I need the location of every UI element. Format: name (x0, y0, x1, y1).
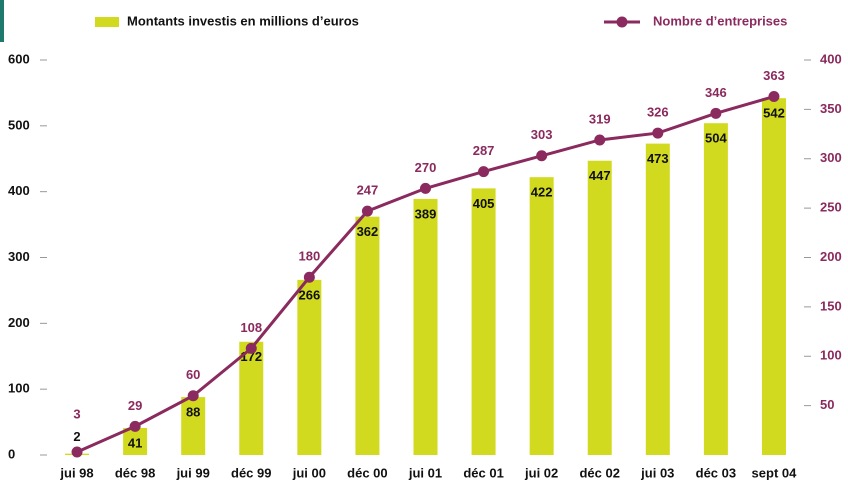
bar-value-label: 542 (763, 106, 785, 121)
y-tick-label: 600 (8, 51, 30, 66)
y2-tick-label: 350 (820, 101, 842, 116)
line-value-label: 3 (73, 406, 80, 421)
x-tick-label: déc 99 (231, 465, 271, 480)
line-value-label: 326 (647, 105, 669, 120)
y2-tick-label: 50 (820, 397, 834, 412)
x-tick-label: sept 04 (752, 465, 798, 480)
y-tick-label: 0 (8, 446, 15, 461)
decor-bar (0, 0, 4, 42)
line-value-label: 346 (705, 85, 727, 100)
line-point (536, 150, 548, 162)
line-value-label: 303 (531, 127, 553, 142)
bar (355, 216, 380, 455)
line-point (710, 107, 722, 119)
x-tick-label: jui 02 (524, 465, 558, 480)
line-point (594, 134, 606, 146)
bar-value-label: 405 (473, 196, 495, 211)
bar (181, 397, 206, 455)
y-tick-label: 200 (8, 315, 30, 330)
line-point (420, 182, 431, 194)
bar-value-label: 266 (298, 287, 320, 302)
y-tick-label: 300 (8, 249, 30, 264)
x-tick-label: jui 98 (59, 465, 93, 480)
line-point (71, 446, 83, 458)
line-value-label: 60 (186, 367, 200, 382)
x-tick-label: déc 02 (579, 465, 619, 480)
bar-value-label: 504 (705, 131, 727, 146)
bar-value-label: 422 (531, 185, 553, 200)
line-point (303, 271, 315, 283)
legend-swatch (95, 17, 119, 27)
line-value-label: 108 (240, 320, 262, 335)
bar-value-label: 389 (415, 206, 437, 221)
line-value-label: 29 (128, 398, 142, 413)
bar (587, 160, 612, 455)
bar-value-label: 88 (186, 405, 200, 420)
y2-tick-label: 200 (820, 249, 842, 264)
line-point (768, 91, 780, 103)
line-point (652, 127, 664, 139)
x-tick-label: déc 00 (347, 465, 387, 480)
y-tick-label: 400 (8, 183, 30, 198)
x-tick-label: jui 00 (292, 465, 326, 480)
y2-tick-label: 250 (820, 200, 842, 215)
x-tick-label: déc 98 (115, 465, 155, 480)
line-point (478, 166, 490, 178)
line-value-label: 363 (763, 68, 785, 83)
legend-label: Montants investis en millions d’euros (127, 13, 359, 28)
bar (413, 198, 438, 456)
y2-tick-label: 300 (820, 150, 842, 165)
x-tick-label: jui 03 (640, 465, 674, 480)
line-point (129, 420, 141, 432)
y2-tick-label: 150 (820, 298, 842, 313)
line-value-label: 319 (589, 111, 611, 126)
bar-value-label: 362 (357, 224, 379, 239)
bar (123, 428, 148, 455)
bar-value-label: 41 (128, 435, 142, 450)
bar-value-label: 447 (589, 168, 611, 183)
x-tick-label: déc 03 (696, 465, 736, 480)
line-point (361, 205, 373, 217)
bar (645, 143, 670, 455)
line-value-label: 270 (415, 160, 437, 175)
legend-label: Nombre d’entreprises (653, 13, 787, 28)
bar (239, 341, 264, 455)
bar-value-label: 473 (647, 151, 669, 166)
x-tick-label: jui 99 (176, 465, 210, 480)
bar (703, 123, 728, 455)
line-value-label: 287 (473, 143, 495, 158)
x-tick-label: jui 01 (408, 465, 442, 480)
y-tick-label: 500 (8, 117, 30, 132)
x-tick-label: déc 01 (463, 465, 503, 480)
line-value-label: 180 (298, 249, 320, 264)
line-point (187, 390, 199, 402)
bar-value-label: 2 (73, 429, 80, 444)
bar (761, 98, 786, 455)
legend-point (616, 16, 628, 28)
line-value-label: 247 (357, 183, 379, 198)
y2-tick-label: 400 (820, 51, 842, 66)
y2-tick-label: 100 (820, 348, 842, 363)
line-point (245, 342, 257, 354)
bar (471, 188, 496, 455)
y-tick-label: 100 (8, 381, 30, 396)
bar (529, 177, 554, 455)
bar (297, 279, 322, 455)
